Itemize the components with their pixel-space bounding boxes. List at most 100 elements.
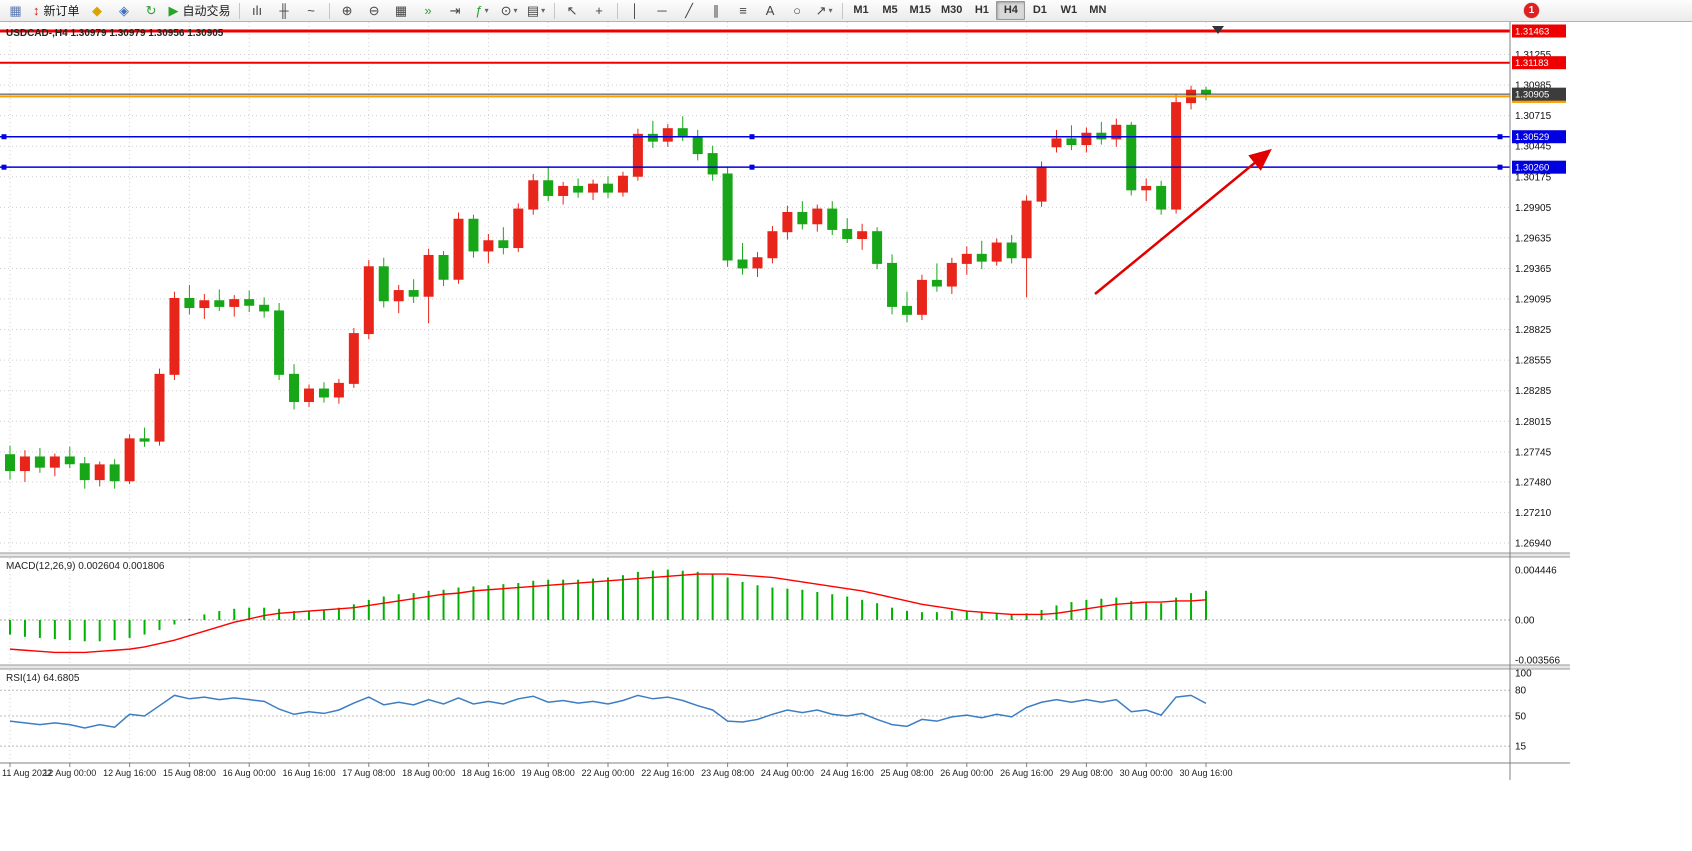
line-handle[interactable] (749, 164, 755, 170)
time-label: 18 Aug 00:00 (402, 768, 455, 778)
vertical-line-icon: │ (630, 3, 640, 18)
templates-icon[interactable]: ▤ ▾ (523, 0, 550, 21)
timeframe-h4[interactable]: H4 (996, 1, 1026, 20)
svg-text:1.28015: 1.28015 (1515, 417, 1552, 428)
metaeditor-icon[interactable]: ◆ (84, 0, 111, 21)
price-badge (1512, 56, 1566, 70)
bar-chart-icon[interactable]: ılı (244, 0, 271, 21)
refresh-icon[interactable]: ↻ (138, 0, 165, 21)
bear-candle (887, 262, 898, 307)
svg-text:1.26940: 1.26940 (1515, 538, 1552, 549)
bull-candle (19, 456, 30, 472)
svg-text:1.30529: 1.30529 (1515, 132, 1549, 143)
trendline-icon[interactable]: ╱ (676, 0, 703, 21)
trend-arrow-annotation[interactable] (1094, 148, 1272, 295)
bear-candle (1156, 185, 1167, 210)
ellipse-icon: ○ (793, 3, 801, 18)
support-line-upper[interactable]: 1.30529 (0, 130, 1566, 144)
svg-text:MACD(12,26,9) 0.002604 0.00180: MACD(12,26,9) 0.002604 0.001806 (6, 561, 165, 572)
candlestick-chart-icon[interactable]: ╫ (271, 0, 298, 21)
vertical-line-icon[interactable]: │ (622, 0, 649, 21)
time-label: 24 Aug 16:00 (821, 768, 874, 778)
chart-shift-icon[interactable]: ⇥ (442, 0, 469, 21)
cursor-icon: ↖ (566, 3, 578, 18)
bear-candle (543, 180, 554, 196)
line-handle[interactable] (1497, 134, 1503, 140)
navigator-icon[interactable]: ◈ (111, 0, 138, 21)
line-chart-icon[interactable]: ~ (298, 0, 325, 21)
autotrading-button-label: 自动交易 (182, 3, 231, 18)
bull-candle (991, 242, 1002, 262)
line-handle[interactable] (1, 134, 7, 140)
chart-thumbnail-icon[interactable]: ▦ (2, 0, 29, 21)
bull-candle (1021, 200, 1032, 259)
candlestick-chart-icon: ╫ (279, 3, 289, 18)
bull-candle (124, 438, 135, 482)
bear-candle (184, 297, 195, 309)
current-price-line[interactable]: 1.30905 (0, 87, 1566, 101)
support-line-lower[interactable]: 1.30260 (0, 160, 1566, 174)
bull-candle (528, 180, 539, 210)
time-label: 23 Aug 08:00 (701, 768, 754, 778)
arrows-icon[interactable]: ↗ ▾ (811, 0, 838, 21)
bull-candle (1051, 138, 1062, 148)
timeframe-m5[interactable]: M5 (882, 4, 898, 16)
bear-candle (872, 231, 883, 264)
bull-candle (558, 185, 569, 196)
bear-candle (274, 310, 285, 375)
indicators-icon[interactable]: ƒ ▾ (469, 0, 496, 21)
fibonacci-icon: ≡ (739, 3, 747, 18)
auto-scroll-icon[interactable]: » (415, 0, 442, 21)
macd-splitter[interactable] (0, 552, 1570, 558)
bear-candle (34, 456, 45, 468)
tile-windows-icon[interactable]: ▦ (388, 0, 415, 21)
line-handle[interactable] (749, 134, 755, 140)
zoom-out-icon[interactable]: ⊖ (361, 0, 388, 21)
svg-text:1.30905: 1.30905 (1515, 90, 1549, 101)
rsi-splitter[interactable] (0, 664, 1570, 670)
svg-text:1.29905: 1.29905 (1515, 203, 1552, 214)
time-label: 25 Aug 08:00 (880, 768, 933, 778)
timeframe-m1[interactable]: M1 (853, 4, 869, 16)
bull-candle (916, 279, 927, 315)
horizontal-line-icon[interactable]: ─ (649, 0, 676, 21)
crosshair-icon[interactable]: + (586, 0, 613, 21)
periods-icon[interactable]: ⊙ ▾ (496, 0, 523, 21)
resistance-line-upper[interactable]: 1.31463 (0, 24, 1566, 38)
fibonacci-icon[interactable]: ≡ (730, 0, 757, 21)
svg-text:1.30445: 1.30445 (1515, 142, 1552, 153)
bull-candle (857, 231, 868, 239)
line-handle[interactable] (1, 164, 7, 170)
bull-candle (632, 133, 643, 177)
bull-candle (1111, 124, 1122, 140)
text-icon[interactable]: A (757, 0, 784, 21)
new-order-button[interactable]: ↕ 新订单 (29, 0, 84, 21)
svg-text:1.27480: 1.27480 (1515, 477, 1552, 488)
timeframe-m30[interactable]: M30 (940, 4, 963, 16)
svg-text:1.31255: 1.31255 (1515, 50, 1552, 61)
timeframe-h1[interactable]: H1 (974, 4, 989, 16)
timeframe-d1[interactable]: D1 (1032, 4, 1047, 16)
bull-candle (169, 297, 180, 375)
bull-candle (453, 218, 464, 280)
resistance-line-lower[interactable]: 1.31183 (0, 56, 1566, 70)
autotrading-button[interactable]: ▶ 自动交易 (165, 0, 235, 21)
bear-candle (438, 254, 449, 280)
timeframe-w1[interactable]: W1 (1060, 4, 1078, 16)
chart-shift-marker[interactable] (1212, 26, 1224, 34)
svg-text:50: 50 (1515, 712, 1527, 723)
orange-level-line[interactable]: 1.30885 (0, 89, 1566, 103)
time-label: 17 Aug 08:00 (342, 768, 395, 778)
refresh-icon: ↻ (145, 3, 157, 18)
cursor-icon[interactable]: ↖ (559, 0, 586, 21)
channel-icon[interactable]: ∥ (703, 0, 730, 21)
time-label: 18 Aug 16:00 (462, 768, 515, 778)
timeframe-m15[interactable]: M15 (909, 4, 931, 16)
bull-candle (393, 290, 404, 302)
bear-candle (214, 300, 225, 307)
line-handle[interactable] (1497, 164, 1503, 170)
ellipse-icon[interactable]: ○ (784, 0, 811, 21)
zoom-in-icon[interactable]: ⊕ (334, 0, 361, 21)
timeframe-mn[interactable]: MN (1089, 4, 1107, 16)
notification-badge[interactable]: 1 (1524, 3, 1539, 18)
